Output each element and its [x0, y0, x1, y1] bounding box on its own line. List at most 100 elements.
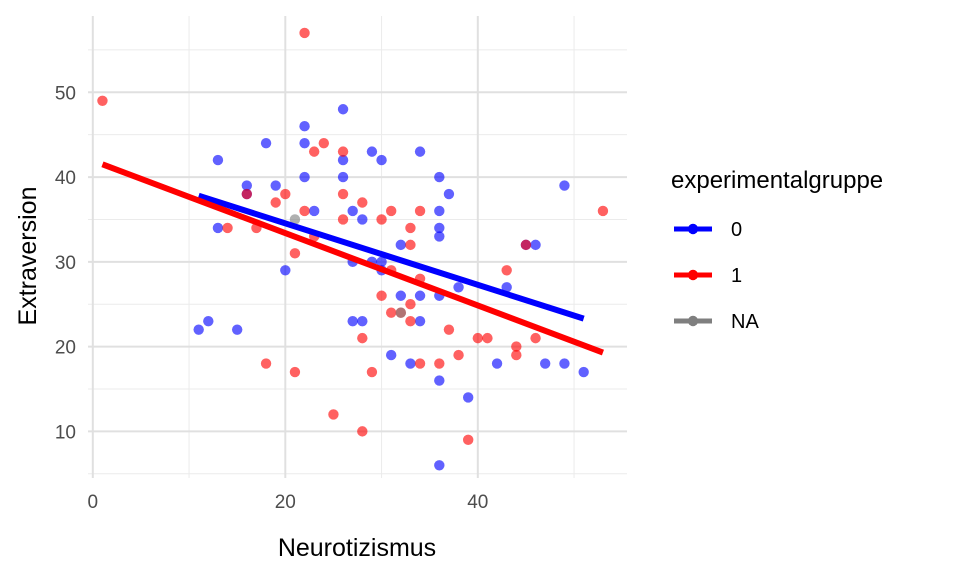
data-point: [434, 231, 445, 242]
data-point: [530, 332, 541, 344]
data-point: [405, 299, 416, 310]
data-point: [289, 248, 301, 259]
data-point: [299, 171, 310, 183]
data-point: [559, 180, 570, 191]
data-point: [434, 375, 445, 386]
legend-label: 1: [731, 265, 742, 287]
data-point: [357, 214, 368, 225]
data-point: [434, 222, 445, 234]
data-point: [405, 315, 416, 327]
y-tick-label: 40: [55, 168, 76, 189]
data-point: [241, 188, 253, 200]
data-point: [395, 239, 407, 251]
data-point: [511, 341, 522, 352]
data-point: [434, 358, 445, 369]
data-point: [357, 315, 368, 327]
data-point: [453, 282, 464, 293]
data-point: [414, 205, 426, 217]
data-point: [260, 358, 272, 369]
legend-label: NA: [731, 311, 759, 333]
data-point: [328, 409, 339, 420]
data-point: [97, 95, 108, 106]
data-point: [462, 392, 474, 403]
data-point: [280, 265, 291, 276]
data-point: [453, 349, 464, 361]
data-point: [501, 265, 512, 276]
data-point: [260, 137, 272, 149]
trend-line: [197, 192, 585, 322]
data-point: [212, 154, 224, 166]
data-point: [337, 188, 349, 200]
data-point: [434, 171, 445, 183]
data-point: [443, 324, 455, 335]
y-tick-label: 30: [55, 253, 76, 274]
data-point: [212, 222, 224, 234]
data-point: [395, 307, 407, 318]
data-point: [385, 307, 397, 318]
data-points: [97, 27, 609, 471]
legend-label: 0: [731, 219, 742, 241]
data-point: [414, 146, 426, 157]
data-point: [511, 349, 522, 361]
data-point: [231, 324, 243, 335]
data-point: [299, 27, 310, 39]
legend-key-point: [687, 269, 699, 281]
y-tick-label: 50: [55, 83, 76, 104]
data-point: [443, 188, 455, 200]
data-point: [405, 358, 416, 369]
data-point: [559, 358, 570, 369]
data-point: [376, 290, 387, 301]
data-point: [337, 154, 349, 166]
y-axis-title: Extraversion: [14, 187, 42, 326]
x-axis-title: Neurotizismus: [278, 534, 436, 562]
data-point: [357, 426, 368, 437]
data-point: [270, 180, 281, 191]
data-point: [308, 146, 320, 157]
data-point: [539, 358, 551, 369]
data-point: [414, 358, 426, 369]
data-point: [482, 332, 493, 344]
data-point: [357, 197, 368, 208]
data-point: [337, 214, 349, 225]
legend-key-point: [687, 315, 699, 327]
data-point: [578, 366, 589, 378]
y-tick-label: 10: [55, 422, 76, 443]
data-point: [530, 239, 541, 251]
data-point: [289, 366, 301, 378]
data-point: [414, 290, 426, 301]
legend-items: 0 1 NA: [674, 219, 759, 333]
data-point: [337, 146, 349, 157]
legend-title: experimentalgruppe: [671, 167, 883, 194]
trend-line: [101, 161, 604, 356]
data-point: [280, 188, 291, 200]
y-tick-label: 20: [55, 338, 76, 359]
data-point: [222, 222, 233, 234]
data-point: [366, 146, 378, 157]
data-point: [376, 256, 387, 268]
data-point: [501, 282, 512, 293]
data-point: [405, 239, 416, 251]
data-point: [203, 315, 214, 327]
data-point: [520, 239, 532, 251]
data-point: [241, 180, 253, 191]
data-point: [597, 205, 609, 217]
data-point: [299, 137, 310, 149]
data-point: [337, 171, 349, 183]
data-point: [193, 324, 204, 335]
data-point: [289, 214, 301, 225]
x-tick-label: 40: [467, 492, 488, 513]
trend-lines: [101, 161, 604, 356]
data-point: [366, 366, 378, 378]
data-point: [472, 332, 484, 344]
data-point: [337, 104, 349, 115]
data-point: [462, 434, 474, 446]
legend-key-point: [687, 223, 699, 235]
data-point: [357, 332, 368, 344]
data-point: [414, 315, 426, 327]
data-point: [347, 315, 358, 327]
data-point: [434, 460, 445, 471]
data-point: [491, 358, 503, 369]
data-point: [376, 154, 387, 166]
data-point: [434, 205, 445, 217]
